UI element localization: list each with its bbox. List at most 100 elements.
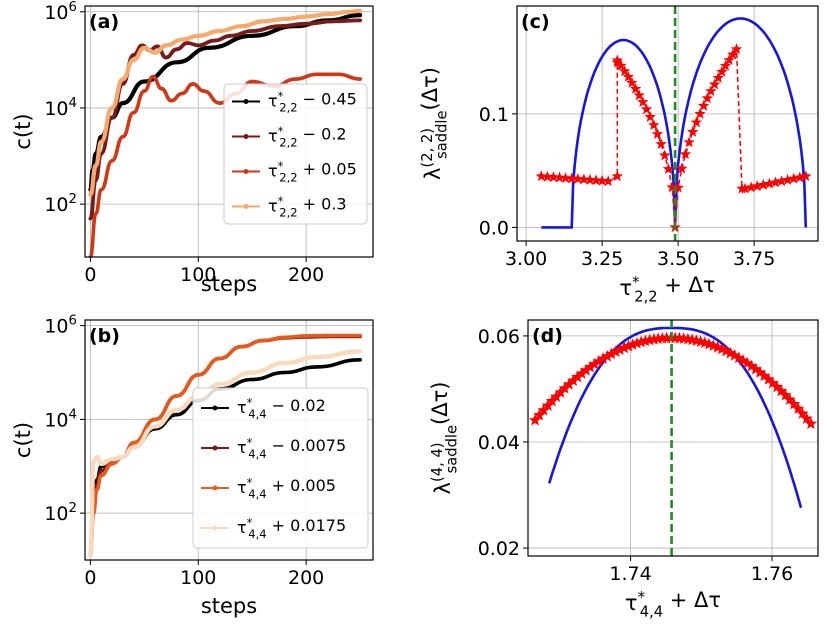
axes-frame: [516, 5, 819, 242]
series-point-1: [212, 38, 217, 43]
series-point-3: [131, 58, 136, 62]
series-point-3: [110, 457, 114, 462]
series-point-3: [88, 192, 93, 197]
simulation-star: [745, 359, 758, 372]
series-point-1: [99, 469, 103, 473]
series-point-2: [95, 487, 99, 492]
simulation-star: [579, 363, 593, 376]
simulation-star: [719, 344, 733, 357]
simulation-star: [730, 43, 743, 55]
simulation-star: [553, 171, 566, 183]
series-point-3: [347, 9, 352, 14]
simulation-star: [596, 352, 610, 365]
series-point-1: [196, 43, 201, 48]
series-point-0: [174, 60, 179, 65]
simulation-star: [662, 163, 675, 174]
x-tick-label: 100: [180, 567, 216, 589]
simulation-star: [800, 170, 812, 182]
series-point-3: [88, 553, 93, 558]
legend-marker: [212, 485, 218, 491]
series-point-1: [228, 34, 233, 38]
simulation-star: [753, 366, 767, 378]
simulation-star: [741, 356, 754, 369]
series-point-3: [164, 43, 168, 48]
simulation-star: [629, 82, 642, 94]
series-point-3: [99, 462, 103, 466]
series-point-2: [180, 91, 184, 96]
series-point-2: [153, 417, 157, 422]
simulation-star: [584, 173, 596, 185]
simulation-star: [745, 181, 757, 193]
legend-marker: [243, 134, 249, 139]
y-tick-label: 106: [44, 0, 77, 24]
panel-label: (d): [532, 325, 563, 347]
simulation-star: [676, 162, 688, 174]
series-point-2: [358, 333, 362, 338]
series-point-3: [120, 455, 125, 459]
legend-marker: [212, 525, 218, 531]
simulation-star: [779, 388, 792, 401]
series-point-2: [239, 344, 244, 349]
series-point-1: [131, 53, 136, 57]
series-point-2: [261, 338, 265, 343]
x-tick-label: 3.50: [657, 248, 699, 270]
simulation-star: [672, 181, 684, 193]
series-point-3: [93, 163, 98, 168]
simulation-star: [590, 174, 602, 186]
series-point-2: [174, 394, 179, 398]
simulation-star: [690, 116, 703, 128]
y-tick-label: 0.0: [479, 217, 509, 239]
simulation-star: [537, 403, 550, 416]
y-tick-label: 102: [44, 501, 77, 525]
simulation-star: [711, 340, 724, 353]
series-point-3: [153, 50, 157, 55]
simulation-star: [781, 174, 794, 185]
series-point-0: [358, 358, 362, 362]
y-axis-label: λ(4, 4)saddle(Δτ): [428, 382, 460, 495]
simulation-star: [715, 342, 728, 355]
axes-frame: [84, 319, 374, 561]
series-point-2: [93, 211, 98, 216]
series-point-2: [131, 110, 136, 115]
y-tick-label: 0.06: [478, 326, 520, 348]
series-point-2: [315, 72, 319, 77]
legend-frame: [223, 83, 368, 225]
simulation-star: [609, 345, 622, 358]
series-point-1: [110, 115, 114, 120]
series-point-2: [218, 356, 222, 361]
simulation-star: [770, 380, 784, 393]
simulation-star: [712, 72, 724, 83]
series-point-0: [315, 365, 319, 369]
legend-entry: τ* 2,2 + 0.05: [268, 159, 357, 185]
x-tick-label: 100: [180, 264, 216, 286]
simulation-star: [651, 332, 665, 345]
series-point-2: [169, 98, 174, 103]
plot-area: [535, 6, 812, 241]
series-point-1: [88, 216, 93, 221]
x-axis-label: τ* 4,4 + Δτ: [625, 588, 721, 620]
series-point-2: [191, 82, 195, 86]
panel-label: (a): [89, 11, 119, 33]
series-point-3: [315, 355, 319, 359]
x-tick-label: 0: [84, 264, 96, 286]
series-point-2: [201, 89, 206, 93]
series-point-0: [207, 46, 211, 50]
series-point-3: [95, 455, 99, 459]
simulation-star: [796, 407, 809, 419]
y-tick-label: 0.02: [478, 538, 520, 560]
simulation-star: [787, 172, 800, 184]
panel-b: 0 100 200 102 104 106 (b) steps c(t) τ* 4,4 − 0.02…: [11, 314, 374, 618]
simulation-star: [592, 354, 605, 367]
simulation-star: [639, 334, 652, 347]
axes-frame: [84, 5, 374, 258]
simulation-star: [566, 172, 578, 184]
series-point-1: [358, 18, 362, 23]
simulation-star: [596, 174, 608, 186]
series-point-3: [196, 34, 201, 38]
simulation-star: [562, 377, 576, 390]
series-point-0: [250, 34, 254, 38]
series-point-3: [174, 408, 179, 412]
legend-marker: [212, 445, 218, 451]
simulation-star: [724, 346, 737, 359]
simulation-star: [578, 173, 590, 185]
